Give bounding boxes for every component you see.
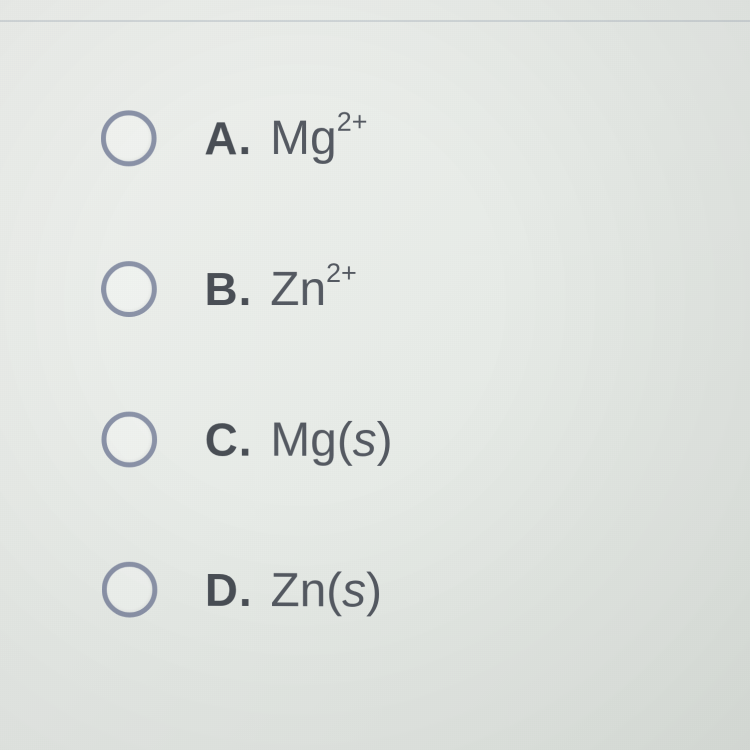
option-letter-d: D. [205,563,253,617]
option-d-row[interactable]: D. Zn(s) [102,562,691,620]
option-c-row[interactable]: C. Mg(s) [101,412,690,469]
option-a-row[interactable]: A. Mg2+ [101,109,692,167]
divider-line [0,20,750,22]
option-letter-c: C. [205,412,253,466]
radio-b[interactable] [101,261,157,317]
option-a-label: A. Mg2+ [204,110,367,165]
option-text-d: Zn(s) [270,563,382,618]
option-text-c: Mg(s) [270,412,392,467]
option-c-label: C. Mg(s) [205,412,393,467]
radio-d[interactable] [102,562,158,618]
option-b-label: B. Zn2+ [204,261,356,316]
option-letter-b: B. [204,262,252,316]
option-text-b: Zn2+ [270,261,357,316]
radio-a[interactable] [101,110,157,166]
radio-c[interactable] [101,412,157,468]
option-d-label: D. Zn(s) [205,563,382,618]
option-letter-a: A. [204,111,252,165]
multiple-choice-options: A. Mg2+ B. Zn2+ C. Mg(s) D. Zn(s) [101,109,692,620]
option-text-a: Mg2+ [270,110,367,165]
option-b-row[interactable]: B. Zn2+ [101,261,691,317]
